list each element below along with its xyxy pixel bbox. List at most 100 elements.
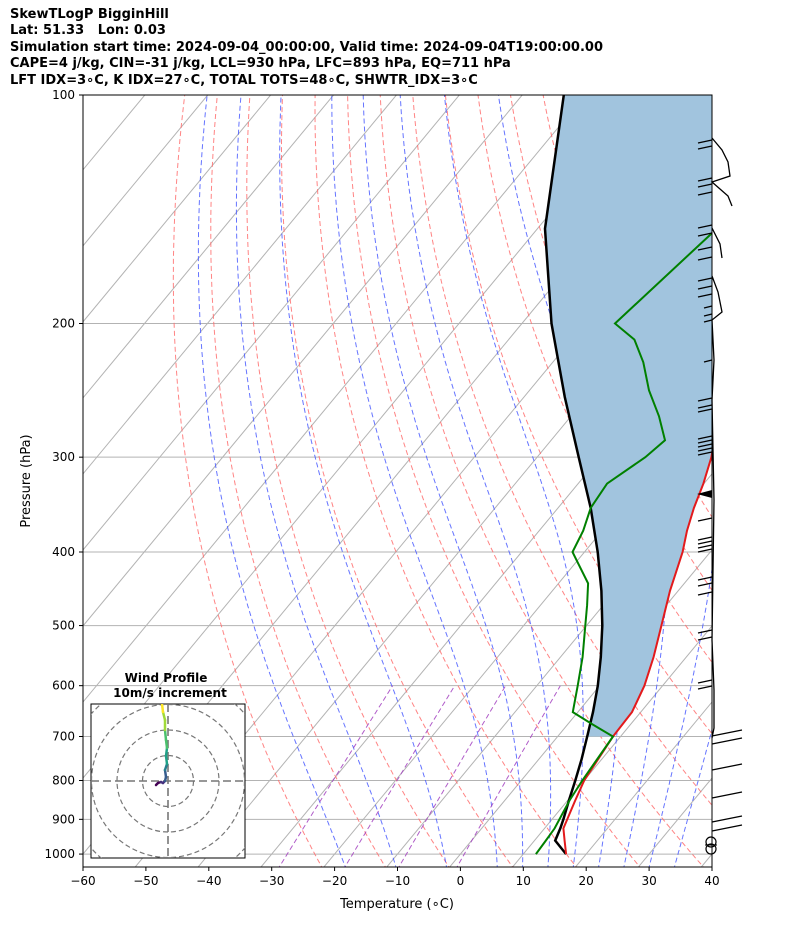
isotherm-gridline bbox=[83, 95, 523, 627]
wind-barb-flag bbox=[697, 451, 713, 456]
mixing-ratio-line bbox=[278, 685, 394, 867]
wind-barb-flag bbox=[697, 540, 713, 545]
wind-barb-flag bbox=[697, 145, 713, 150]
hodograph-trace bbox=[164, 738, 169, 750]
isotherm-gridline bbox=[83, 95, 272, 323]
x-tick-label: 0 bbox=[457, 874, 465, 888]
wind-barb-flag bbox=[697, 256, 713, 261]
skewt-data-layer bbox=[535, 95, 712, 855]
header-times: Simulation start time: 2024-09-04_00:00:… bbox=[10, 39, 603, 55]
header-location: Lat: 51.33 Lon: 0.03 bbox=[10, 23, 166, 39]
y-axis-label: Pressure (hPa) bbox=[19, 434, 34, 527]
header-cape: CAPE=4 j/kg, CIN=-31 j/kg, LCL=930 hPa, … bbox=[10, 56, 511, 72]
wind-barbs bbox=[697, 137, 743, 855]
y-tick-label: 900 bbox=[52, 812, 75, 826]
wind-barb-flag bbox=[697, 183, 713, 188]
hodograph-trace bbox=[164, 746, 169, 758]
wind-barb-flag bbox=[697, 544, 713, 549]
hodograph-plot bbox=[91, 704, 245, 858]
moist-adiabat bbox=[648, 95, 712, 867]
x-tick-label: −60 bbox=[70, 874, 95, 888]
y-tick-label: 800 bbox=[52, 774, 75, 788]
dry-adiabat bbox=[314, 95, 577, 867]
wind-barb-flag bbox=[697, 536, 713, 541]
y-tick-label: 600 bbox=[52, 679, 75, 693]
x-tick-label: −30 bbox=[259, 874, 284, 888]
wind-barb-flag bbox=[697, 285, 713, 290]
wind-barb-flag bbox=[697, 408, 713, 413]
x-tick-label: 20 bbox=[579, 874, 594, 888]
calm-wind-circle bbox=[705, 836, 717, 848]
hodograph-title: Wind Profile bbox=[125, 671, 208, 685]
wind-barb-pennant bbox=[697, 490, 712, 498]
chart-header: SkewTLogP BigginHill Lat: 51.33 Lon: 0.0… bbox=[10, 7, 603, 89]
hodograph-inset: Wind Profile 10m/s increment bbox=[90, 671, 246, 859]
moist-adiabat bbox=[362, 95, 524, 867]
x-tick-label: 40 bbox=[704, 874, 719, 888]
isotherm-gridline bbox=[511, 625, 712, 867]
y-tick-label: 200 bbox=[52, 317, 75, 331]
dry-adiabat bbox=[210, 95, 386, 867]
moist-adiabat bbox=[197, 95, 346, 867]
x-tick-label: 10 bbox=[516, 874, 531, 888]
parcel-profile-line bbox=[543, 95, 604, 855]
y-tick-label: 100 bbox=[52, 88, 75, 102]
wind-barb-flag bbox=[697, 447, 713, 452]
wind-barb-flag bbox=[711, 729, 743, 737]
dry-adiabat bbox=[172, 95, 323, 867]
wind-barb-flag bbox=[711, 791, 743, 799]
isotherm-gridline bbox=[83, 95, 335, 399]
mixing-ratio-line bbox=[398, 685, 507, 867]
cape-area bbox=[545, 95, 712, 737]
isotherm-gridline bbox=[574, 701, 712, 867]
wind-barb-flag bbox=[697, 443, 713, 448]
header-title: SkewTLogP BigginHill bbox=[10, 7, 169, 22]
wind-barb-flag bbox=[711, 815, 743, 823]
x-tick-label: −20 bbox=[322, 874, 347, 888]
wind-barb-staff bbox=[710, 137, 733, 739]
hodograph-trace bbox=[160, 704, 165, 714]
dry-adiabat bbox=[733, 78, 794, 870]
isotherm-gridline bbox=[83, 95, 209, 247]
x-tick-label: −10 bbox=[385, 874, 410, 888]
isotherm-gridline bbox=[197, 245, 712, 867]
moist-adiabat bbox=[235, 95, 397, 867]
isotherm-gridline bbox=[83, 95, 398, 475]
wind-barb-flag bbox=[697, 246, 713, 251]
mixing-ratio-line bbox=[344, 685, 456, 867]
wind-barb-flag bbox=[697, 404, 713, 409]
y-tick-label: 1000 bbox=[44, 847, 75, 861]
dry-adiabat bbox=[379, 95, 705, 867]
dry-adiabat bbox=[765, 78, 794, 870]
wind-barb-flag bbox=[697, 232, 713, 237]
skewt-axes: −60 −50 −40 −30 −20 −10 0 10 20 30 40 1000 900 800 700… bbox=[44, 88, 719, 888]
moist-adiabat bbox=[673, 727, 712, 867]
wind-barb-flag bbox=[703, 313, 713, 317]
moist-adiabat bbox=[444, 95, 584, 867]
x-tick-label: −50 bbox=[133, 874, 158, 888]
wind-barb-flag bbox=[697, 191, 713, 196]
wind-barb-flag bbox=[697, 224, 713, 229]
isotherm-gridline bbox=[449, 549, 712, 867]
wind-barb-flag bbox=[697, 685, 713, 690]
dry-adiabat bbox=[412, 95, 712, 807]
hodograph-subtitle: 10m/s increment bbox=[113, 686, 227, 700]
wind-barb-flag bbox=[697, 293, 713, 298]
moist-adiabat bbox=[279, 95, 448, 867]
moist-adiabat bbox=[331, 95, 498, 867]
temperature-line bbox=[562, 447, 712, 855]
wind-barb-flag bbox=[697, 277, 713, 282]
wind-barb-flag bbox=[697, 679, 713, 684]
wind-barb-flag bbox=[697, 636, 713, 641]
wind-barb-flag bbox=[697, 548, 713, 553]
wind-barb-flag bbox=[697, 439, 713, 444]
wind-barb-flag bbox=[703, 359, 713, 363]
isotherm-gridline bbox=[83, 95, 586, 703]
mixing-ratio-line bbox=[456, 685, 561, 867]
wind-barb-flag bbox=[697, 139, 713, 144]
x-tick-label: −40 bbox=[196, 874, 221, 888]
wind-barb-flag bbox=[697, 435, 713, 440]
wind-barb-flag bbox=[697, 177, 713, 182]
hodograph-ring bbox=[91, 704, 245, 858]
